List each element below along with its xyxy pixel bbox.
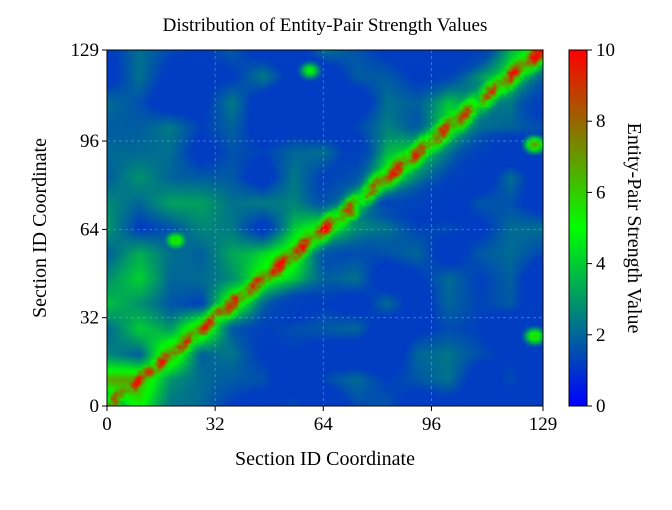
y-tick-label: 32 (80, 308, 99, 329)
chart-title: Distribution of Entity-Pair Strength Val… (163, 15, 488, 36)
y-tick-label: 0 (90, 396, 100, 417)
y-axis-ticks: 0 32 64 96 129 (71, 40, 107, 417)
colorbar-tick-label: 8 (596, 111, 606, 132)
x-axis-ticks: 0 32 64 96 129 (102, 406, 557, 435)
colorbar-tick-label: 6 (596, 182, 606, 203)
y-tick-label: 129 (71, 40, 100, 61)
colorbar: 0 2 4 6 8 10 Entity-Pair Strength Value (568, 40, 645, 417)
y-axis-label: Section ID Coordinate (29, 138, 51, 318)
x-axis-label: Section ID Coordinate (235, 448, 415, 470)
plot-frame (106, 49, 544, 407)
colorbar-tick-label: 4 (596, 254, 606, 275)
heatmap-image (107, 50, 543, 406)
x-tick-label: 96 (422, 414, 441, 435)
x-tick-label: 64 (314, 414, 334, 435)
colorbar-tick-label: 2 (596, 325, 606, 346)
y-tick-label: 96 (80, 131, 99, 152)
colorbar-gradient (568, 49, 588, 407)
colorbar-label: Entity-Pair Strength Value (623, 123, 645, 334)
x-tick-label: 32 (206, 414, 225, 435)
colorbar-ticks: 0 2 4 6 8 10 (587, 40, 615, 417)
x-tick-label: 0 (102, 414, 112, 435)
grid-lines (107, 50, 543, 406)
colorbar-tick-label: 0 (596, 396, 606, 417)
plot-area (106, 49, 544, 407)
x-tick-label: 129 (529, 414, 558, 435)
colorbar-tick-label: 10 (596, 40, 615, 61)
y-tick-label: 64 (80, 219, 100, 240)
